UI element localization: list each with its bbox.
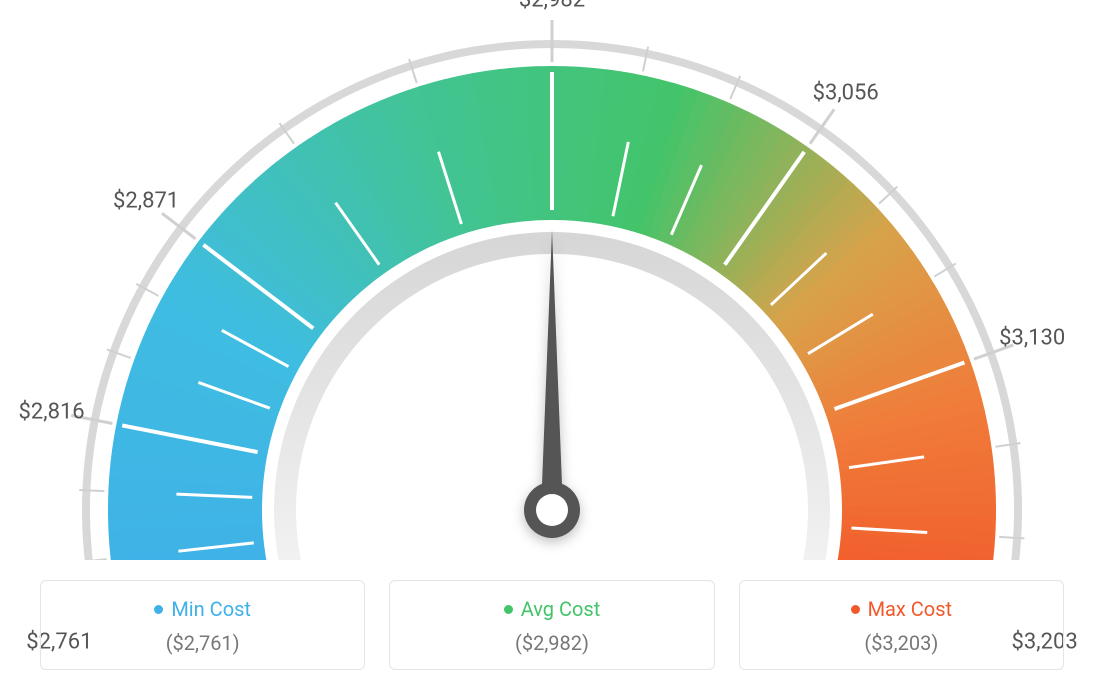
tick-label: $2,816 [19,399,85,424]
cost-gauge: $2,761$2,816$2,871$2,982$3,056$3,130$3,2… [0,0,1104,560]
tick-label: $3,130 [999,326,1065,351]
gauge-svg [0,0,1104,560]
legend-card: Avg Cost ($2,982) [389,580,714,670]
legend-title-text: Avg Cost [521,597,601,621]
legend-value: ($2,761) [53,631,352,655]
legend-title: Avg Cost [504,597,601,621]
legend-row: Min Cost ($2,761) Avg Cost ($2,982) Max Cost… [40,580,1064,670]
legend-title-text: Max Cost [868,597,953,621]
legend-card: Max Cost ($3,203) [739,580,1064,670]
tick-label: $2,871 [113,189,179,214]
legend-title: Min Cost [154,597,251,621]
legend-title-text: Min Cost [171,597,251,621]
legend-title: Max Cost [851,597,953,621]
legend-value: ($3,203) [752,631,1051,655]
legend-dot-icon [851,605,860,614]
tick-label: $2,982 [519,0,585,13]
legend-value: ($2,982) [402,631,701,655]
legend-card: Min Cost ($2,761) [40,580,365,670]
legend-dot-icon [504,605,513,614]
legend-dot-icon [154,605,163,614]
needle [524,230,580,538]
tick-label: $3,056 [813,81,879,106]
